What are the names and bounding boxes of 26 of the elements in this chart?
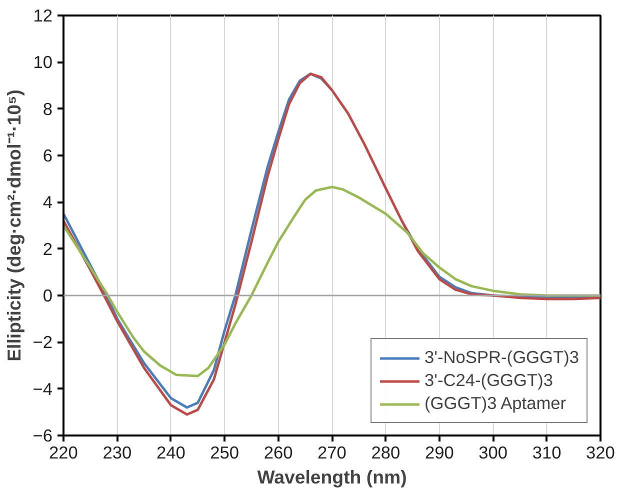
y-tick-label: −6 [32, 426, 53, 446]
x-tick-label: 270 [318, 442, 346, 462]
x-tick-label: 240 [156, 442, 186, 462]
legend-label: 3'-C24-(GGGT)3 [424, 370, 554, 391]
y-tick-label: 0 [42, 286, 53, 306]
y-axis-title: Ellipticity (deg·cm²·dmol⁻¹·10⁵) [4, 90, 25, 362]
x-tick-label: 290 [424, 442, 454, 462]
x-tick-label: 260 [264, 442, 293, 462]
x-tick-label: 300 [478, 442, 508, 462]
y-tick-label: 10 [33, 52, 53, 72]
x-tick-label: 310 [532, 442, 562, 462]
y-tick-label: −2 [32, 332, 53, 352]
x-tick-label: 250 [210, 442, 240, 462]
y-tick-label: 6 [42, 146, 53, 166]
y-tick-label: 8 [42, 98, 53, 119]
legend-label: (GGGT)3 Aptamer [424, 393, 566, 414]
y-tick-label: 2 [42, 238, 53, 259]
x-tick-label: 280 [371, 442, 400, 462]
x-axis-title: Wavelength (nm) [257, 466, 407, 488]
y-tick-label: −4 [32, 378, 53, 399]
x-tick-label: 320 [586, 442, 615, 462]
x-tick-label: 230 [102, 442, 132, 462]
legend-label: 3'-NoSPR-(GGGT)3 [424, 347, 579, 368]
y-tick-label: 4 [42, 192, 53, 212]
y-tick-label: 12 [33, 6, 53, 26]
x-tick-label: 220 [49, 442, 78, 462]
